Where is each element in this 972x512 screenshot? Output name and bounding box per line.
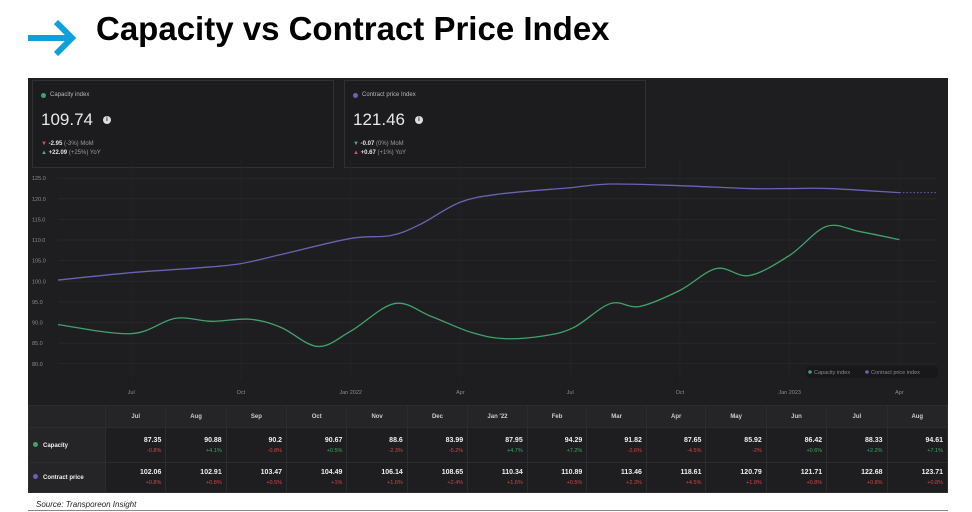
month-header: Jun [765,405,828,428]
table-cell: 90.2 -0.8% [225,427,288,463]
y-tick-label: 125.0 [32,176,46,182]
table-cell: 102.91 +0.8% [165,462,227,493]
kpi-label: Capacity index [50,92,90,98]
month-header: Aug [886,405,949,428]
month-header: Jul [104,405,167,428]
dashboard-panel: Capacity index 109.74 i ▼ -2.95 (-3%) Mo… [28,78,949,493]
table-cell: 120.79 +1.8% [705,462,767,493]
table-cell: 88.6 -2.3% [346,427,408,463]
data-table: Jul Aug Sep Oct Nov Dec Jan '22 Feb Mar Apr May Jun… [28,405,949,493]
y-tick-label: 110.0 [32,238,45,244]
x-tick-label: Jul [128,390,135,396]
triangle-up-icon: ▲ [353,150,359,156]
table-cell: 90.88 +4.1% [165,427,227,463]
month-header: May [705,405,767,428]
x-tick-label: Oct [237,390,246,396]
kpi-value: 109.74 [41,110,93,129]
month-header: Jan '22 [467,405,528,428]
legend-label: Capacity index [814,370,850,376]
table-cell: 106.14 +1.6% [346,462,408,493]
table-cell: 90.67 +0.5% [286,427,348,463]
y-tick-label: 80.0 [32,362,43,368]
y-tick-label: 95.0 [32,300,43,306]
x-tick-label: Apr [456,390,465,396]
table-cell: 110.34 +1.6% [467,462,528,493]
y-tick-label: 90.0 [32,321,43,327]
legend [806,366,938,378]
arrow-right-icon [28,19,77,57]
legend-dot [808,370,812,374]
mom-change: ▼ -0.07 (0%) MoM [353,141,404,147]
table-cell: 83.99 -5.2% [406,427,469,463]
x-tick-label: Jan 2022 [339,390,362,396]
legend-dot [41,92,46,98]
row-label: Capacity [28,427,106,463]
kpi-value: 121.46 [353,110,405,129]
legend-label: Contract price index [871,370,920,376]
x-tick-label: Jul [567,390,574,396]
y-tick-label: 85.0 [32,341,43,347]
legend-dot [865,370,869,374]
triangle-down-icon: ▼ [41,141,47,147]
kpi-label: Contract price Index [362,92,416,98]
divider [28,510,948,511]
table-cell: 87.35 -0.8% [104,427,167,463]
table-cell: 103.47 +0.5% [225,462,288,493]
table-cell: 121.71 +0.8% [765,462,828,493]
table-cell: 123.71 +0.8% [886,462,949,493]
table-cell: 104.49 +1% [286,462,348,493]
table-cell: 122.68 +0.8% [826,462,888,493]
corner-cell [28,405,106,428]
month-header: Jul [826,405,888,428]
y-tick-label: 105.0 [32,259,46,265]
table-cell: 88.33 +2.2% [826,427,888,463]
yoy-change: ▲ +0.67 (+1%) YoY [353,150,407,156]
y-tick-label: 115.0 [32,217,45,223]
x-tick-label: Jan 2023 [778,390,801,396]
line-chart: 80.0 85.0 90.0 95.0 100.0 105.0 110.0 115.0 120.… [32,160,938,396]
info-icon[interactable]: i [415,116,423,124]
triangle-up-icon: ▲ [41,150,47,156]
table-cell: 85.92 -2% [705,427,767,463]
kpi-card: Contract price Index 121.46 i ▼ -0.07 (0… [344,80,646,168]
legend-dot [33,474,38,479]
mom-change: ▼ -2.95 (-3%) MoM [41,141,94,147]
month-header: Feb [526,405,588,428]
table-cell: 113.46 +2.3% [586,462,647,493]
month-header: Sep [225,405,288,428]
x-tick-label: Apr [895,390,904,396]
month-header: Aug [165,405,227,428]
month-header: Dec [406,405,469,428]
table-cell: 87.95 +4.7% [467,427,528,463]
info-icon[interactable]: i [103,116,111,124]
table-row: Contract price 102.06 +0.8% 102.91 +0.8% 103.… [28,462,949,493]
table-row: Capacity 87.35 -0.8% 90.88 +4.1% 90.2 -0.8% 90.… [28,427,949,463]
series-line-contract-price [57,183,900,281]
table-cell: 118.61 +4.5% [645,462,707,493]
table-cell: 87.65 -4.5% [645,427,707,463]
table-cell: 110.89 +0.5% [526,462,588,493]
month-header: Nov [346,405,408,428]
table-cell: 108.65 +2.4% [406,462,469,493]
y-tick-label: 120.0 [32,197,46,203]
legend-dot [353,92,358,98]
series-line-capacity [57,224,900,348]
page-title: Capacity vs Contract Price Index [96,10,610,47]
x-tick-label: Oct [676,390,685,396]
table-cell: 102.06 +0.8% [104,462,167,493]
table-cell: 91.82 -2.6% [586,427,647,463]
row-label: Contract price [28,462,106,493]
legend-dot [33,441,38,447]
triangle-down-icon: ▼ [353,141,359,147]
month-header: Oct [286,405,348,428]
y-tick-label: 100.0 [32,279,46,285]
yoy-change: ▲ +22.09 (+25%) YoY [41,150,101,156]
table-cell: 94.29 +7.2% [526,427,588,463]
kpi-card: Capacity index 109.74 i ▼ -2.95 (-3%) Mo… [32,80,334,168]
source-note: Source: Transporeon Insight [36,500,137,509]
table-cell: 94.61 +7.1% [886,427,949,463]
month-header: Mar [586,405,647,428]
table-cell: 86.42 +0.6% [765,427,828,463]
month-header: Apr [645,405,707,428]
